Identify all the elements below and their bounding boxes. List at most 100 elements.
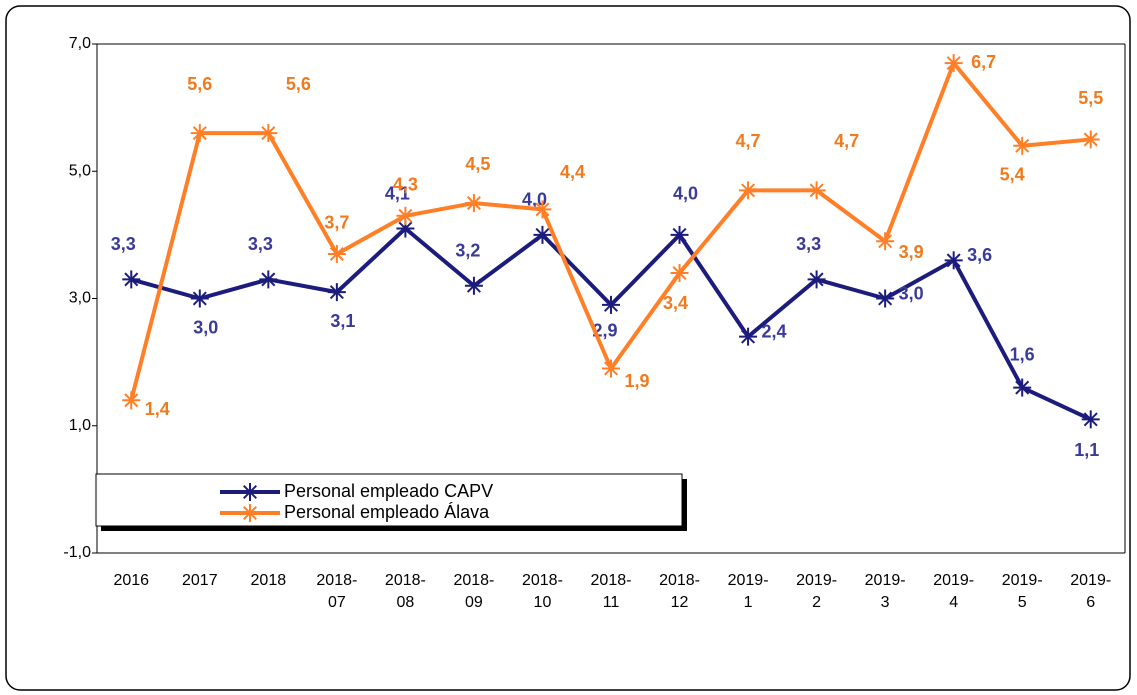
legend-marker [241, 483, 259, 501]
marker-stroke [603, 361, 619, 376]
marker-stroke [672, 266, 687, 281]
marker-stroke [809, 272, 824, 287]
marker-stroke [809, 183, 824, 198]
data-label: 3,4 [663, 293, 688, 313]
marker-stroke [242, 484, 258, 500]
marker-stroke [124, 272, 139, 287]
data-label: 1,6 [1010, 344, 1035, 364]
data-label: 3,3 [796, 234, 821, 254]
x-tick-label: 2018-09 [453, 572, 495, 611]
data-label: 3,0 [899, 283, 924, 303]
y-tick-label: 1,0 [69, 417, 91, 434]
data-label: 3,2 [455, 241, 480, 261]
point-marker [807, 270, 826, 289]
point-marker [190, 289, 209, 308]
point-marker [944, 54, 963, 73]
marker-stroke [329, 285, 344, 300]
x-tick-label: 2018-08 [384, 572, 426, 611]
data-label: 4,0 [673, 184, 698, 204]
point-marker [739, 181, 758, 200]
x-tick-label: 2019-2 [796, 572, 838, 611]
x-tick-label: 2016 [113, 572, 150, 589]
legend-label: Personal empleado Álava [284, 502, 490, 522]
point-marker [190, 124, 209, 143]
x-tick-label: 2017 [182, 572, 218, 589]
marker-stroke [398, 208, 413, 223]
marker-stroke [329, 246, 344, 261]
data-label: 3,3 [248, 234, 273, 254]
point-marker [1081, 130, 1100, 149]
point-marker [122, 391, 141, 410]
marker-stroke [466, 278, 481, 293]
point-marker [602, 359, 620, 378]
x-tick-label: 2019-3 [864, 572, 906, 611]
data-label: 1,1 [1074, 440, 1099, 460]
x-tick-label: 2018-12 [659, 572, 700, 611]
marker-stroke [261, 126, 276, 141]
point-marker [670, 264, 689, 283]
data-label: 2,4 [762, 321, 787, 341]
data-label: 5,6 [286, 74, 311, 94]
marker-stroke [741, 183, 756, 198]
legend-box [95, 473, 683, 527]
point-marker [396, 206, 415, 225]
marker-stroke [466, 196, 481, 211]
point-marker [1013, 136, 1032, 155]
marker-stroke [672, 227, 687, 242]
point-marker [464, 194, 483, 213]
point-marker [122, 270, 141, 289]
y-tick-label: -1,0 [63, 544, 91, 561]
data-label: 3,7 [324, 213, 349, 233]
data-label: 4,5 [465, 154, 490, 174]
point-marker [259, 124, 278, 143]
marker-stroke [192, 291, 207, 306]
point-marker [464, 276, 483, 295]
marker-stroke [192, 126, 207, 141]
x-tick-label: 2019-6 [1070, 572, 1112, 611]
marker-stroke [1083, 132, 1098, 147]
marker-stroke [535, 202, 550, 217]
point-marker [259, 270, 278, 289]
marker-stroke [398, 221, 413, 236]
data-label: 4,7 [736, 131, 761, 151]
marker-stroke [124, 393, 139, 408]
data-label: 4,0 [522, 190, 547, 210]
x-tick-label: 2019-4 [933, 572, 975, 611]
data-label: 1,4 [145, 399, 170, 419]
marker-stroke [242, 505, 258, 521]
point-marker [944, 251, 963, 270]
data-label: 4,1 [385, 183, 410, 203]
point-marker [807, 181, 826, 200]
data-label: 6,7 [971, 52, 996, 72]
point-marker [670, 225, 689, 244]
legend-marker [241, 504, 259, 522]
y-tick-label: 7,0 [69, 35, 91, 52]
data-label: 4,7 [834, 131, 859, 151]
point-marker [739, 327, 758, 346]
data-label: 3,3 [111, 234, 136, 254]
point-marker [1013, 378, 1032, 397]
legend-label: Personal empleado CAPV [284, 481, 493, 501]
x-tick-label: 2019-1 [727, 572, 769, 611]
y-tick-label: 3,0 [69, 290, 91, 307]
marker-stroke [878, 291, 893, 306]
data-label: 3,0 [193, 317, 218, 337]
data-label: 3,1 [330, 311, 355, 331]
point-marker [876, 232, 895, 251]
data-label: 4,3 [393, 175, 418, 195]
marker-stroke [261, 272, 276, 287]
marker-stroke [741, 329, 756, 344]
point-marker [602, 295, 620, 314]
marker-stroke [603, 297, 619, 312]
marker-stroke [878, 234, 893, 249]
point-marker [533, 225, 552, 244]
x-tick-label: 2018-11 [590, 572, 632, 611]
point-marker [876, 289, 895, 308]
data-label: 3,9 [899, 242, 924, 262]
point-marker [327, 283, 346, 302]
point-marker [1081, 410, 1100, 429]
marker-stroke [1015, 380, 1030, 395]
x-tick-label: 2018-10 [521, 572, 563, 611]
